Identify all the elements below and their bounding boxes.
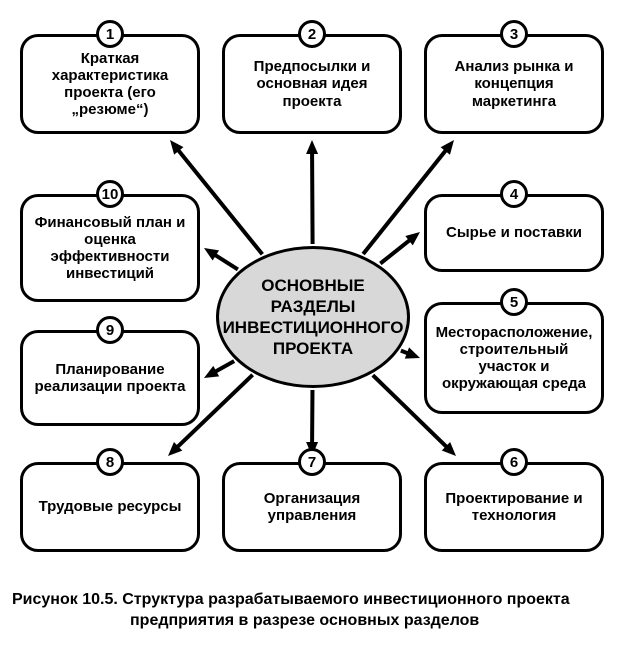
caption-label: Рисунок 10.5. xyxy=(12,591,118,608)
node-label: Месторасположение, строительный участок … xyxy=(435,324,593,393)
node-10: Финансовый план и оценка эффективности и… xyxy=(20,194,200,302)
node-badge-number: 4 xyxy=(510,186,518,203)
node-badge-6: 6 xyxy=(500,448,528,476)
node-badge-2: 2 xyxy=(298,20,326,48)
node-label: Проектирование и технология xyxy=(435,490,593,525)
node-badge-number: 1 xyxy=(106,26,114,43)
node-badge-number: 5 xyxy=(510,294,518,311)
node-badge-number: 6 xyxy=(510,454,518,471)
node-badge-number: 8 xyxy=(106,454,114,471)
node-label: Организация управления xyxy=(233,490,391,525)
diagram-canvas: ОСНОВНЫЕ РАЗДЕЛЫ ИНВЕСТИЦИОННОГО ПРОЕКТА… xyxy=(0,0,626,658)
node-badge-5: 5 xyxy=(500,288,528,316)
node-2: Предпосылки и основная идея проекта xyxy=(222,34,402,134)
node-badge-7: 7 xyxy=(298,448,326,476)
node-badge-number: 9 xyxy=(106,322,114,339)
node-label: Планирование реализации проекта xyxy=(31,361,189,396)
node-5: Месторасположение, строительный участок … xyxy=(424,302,604,414)
node-label: Предпосылки и основная идея проекта xyxy=(233,58,391,110)
node-3: Анализ рынка и концепция маркетинга xyxy=(424,34,604,134)
node-1: Краткая характеристика проекта (его „рез… xyxy=(20,34,200,134)
node-badge-8: 8 xyxy=(96,448,124,476)
node-badge-4: 4 xyxy=(500,180,528,208)
node-badge-1: 1 xyxy=(96,20,124,48)
center-oval-label: ОСНОВНЫЕ РАЗДЕЛЫ ИНВЕСТИЦИОННОГО ПРОЕКТА xyxy=(219,275,407,360)
node-badge-3: 3 xyxy=(500,20,528,48)
caption-text: Структура разрабатываемого инвестиционно… xyxy=(122,591,569,629)
node-badge-10: 10 xyxy=(96,180,124,208)
center-oval: ОСНОВНЫЕ РАЗДЕЛЫ ИНВЕСТИЦИОННОГО ПРОЕКТА xyxy=(216,246,410,388)
node-label: Краткая характеристика проекта (его „рез… xyxy=(31,50,189,119)
node-label: Финансовый план и оценка эффективности и… xyxy=(31,214,189,283)
node-badge-number: 7 xyxy=(308,454,316,471)
node-9: Планирование реализации проекта xyxy=(20,330,200,426)
node-label: Анализ рынка и концепция маркетинга xyxy=(435,58,593,110)
node-label: Сырье и поставки xyxy=(446,224,582,241)
node-label: Трудовые ресурсы xyxy=(39,498,182,515)
node-badge-number: 2 xyxy=(308,26,316,43)
node-badge-number: 10 xyxy=(102,186,119,203)
node-badge-9: 9 xyxy=(96,316,124,344)
figure-caption: Рисунок 10.5. Структура разрабатываемого… xyxy=(12,590,614,632)
node-badge-number: 3 xyxy=(510,26,518,43)
